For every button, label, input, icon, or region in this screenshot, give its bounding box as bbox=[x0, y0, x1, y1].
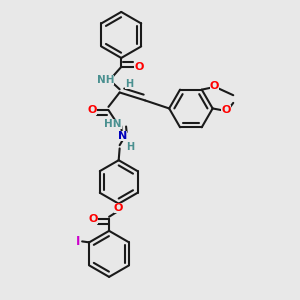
Text: H: H bbox=[125, 80, 133, 89]
Text: O: O bbox=[87, 105, 97, 115]
Text: O: O bbox=[114, 202, 123, 212]
Text: HN: HN bbox=[104, 119, 122, 129]
Text: O: O bbox=[210, 81, 219, 91]
Text: N: N bbox=[118, 130, 128, 141]
Text: I: I bbox=[76, 235, 80, 248]
Text: O: O bbox=[134, 62, 143, 72]
Text: NH: NH bbox=[97, 75, 114, 85]
Text: O: O bbox=[88, 214, 98, 224]
Text: O: O bbox=[221, 105, 231, 116]
Text: H: H bbox=[126, 142, 134, 152]
